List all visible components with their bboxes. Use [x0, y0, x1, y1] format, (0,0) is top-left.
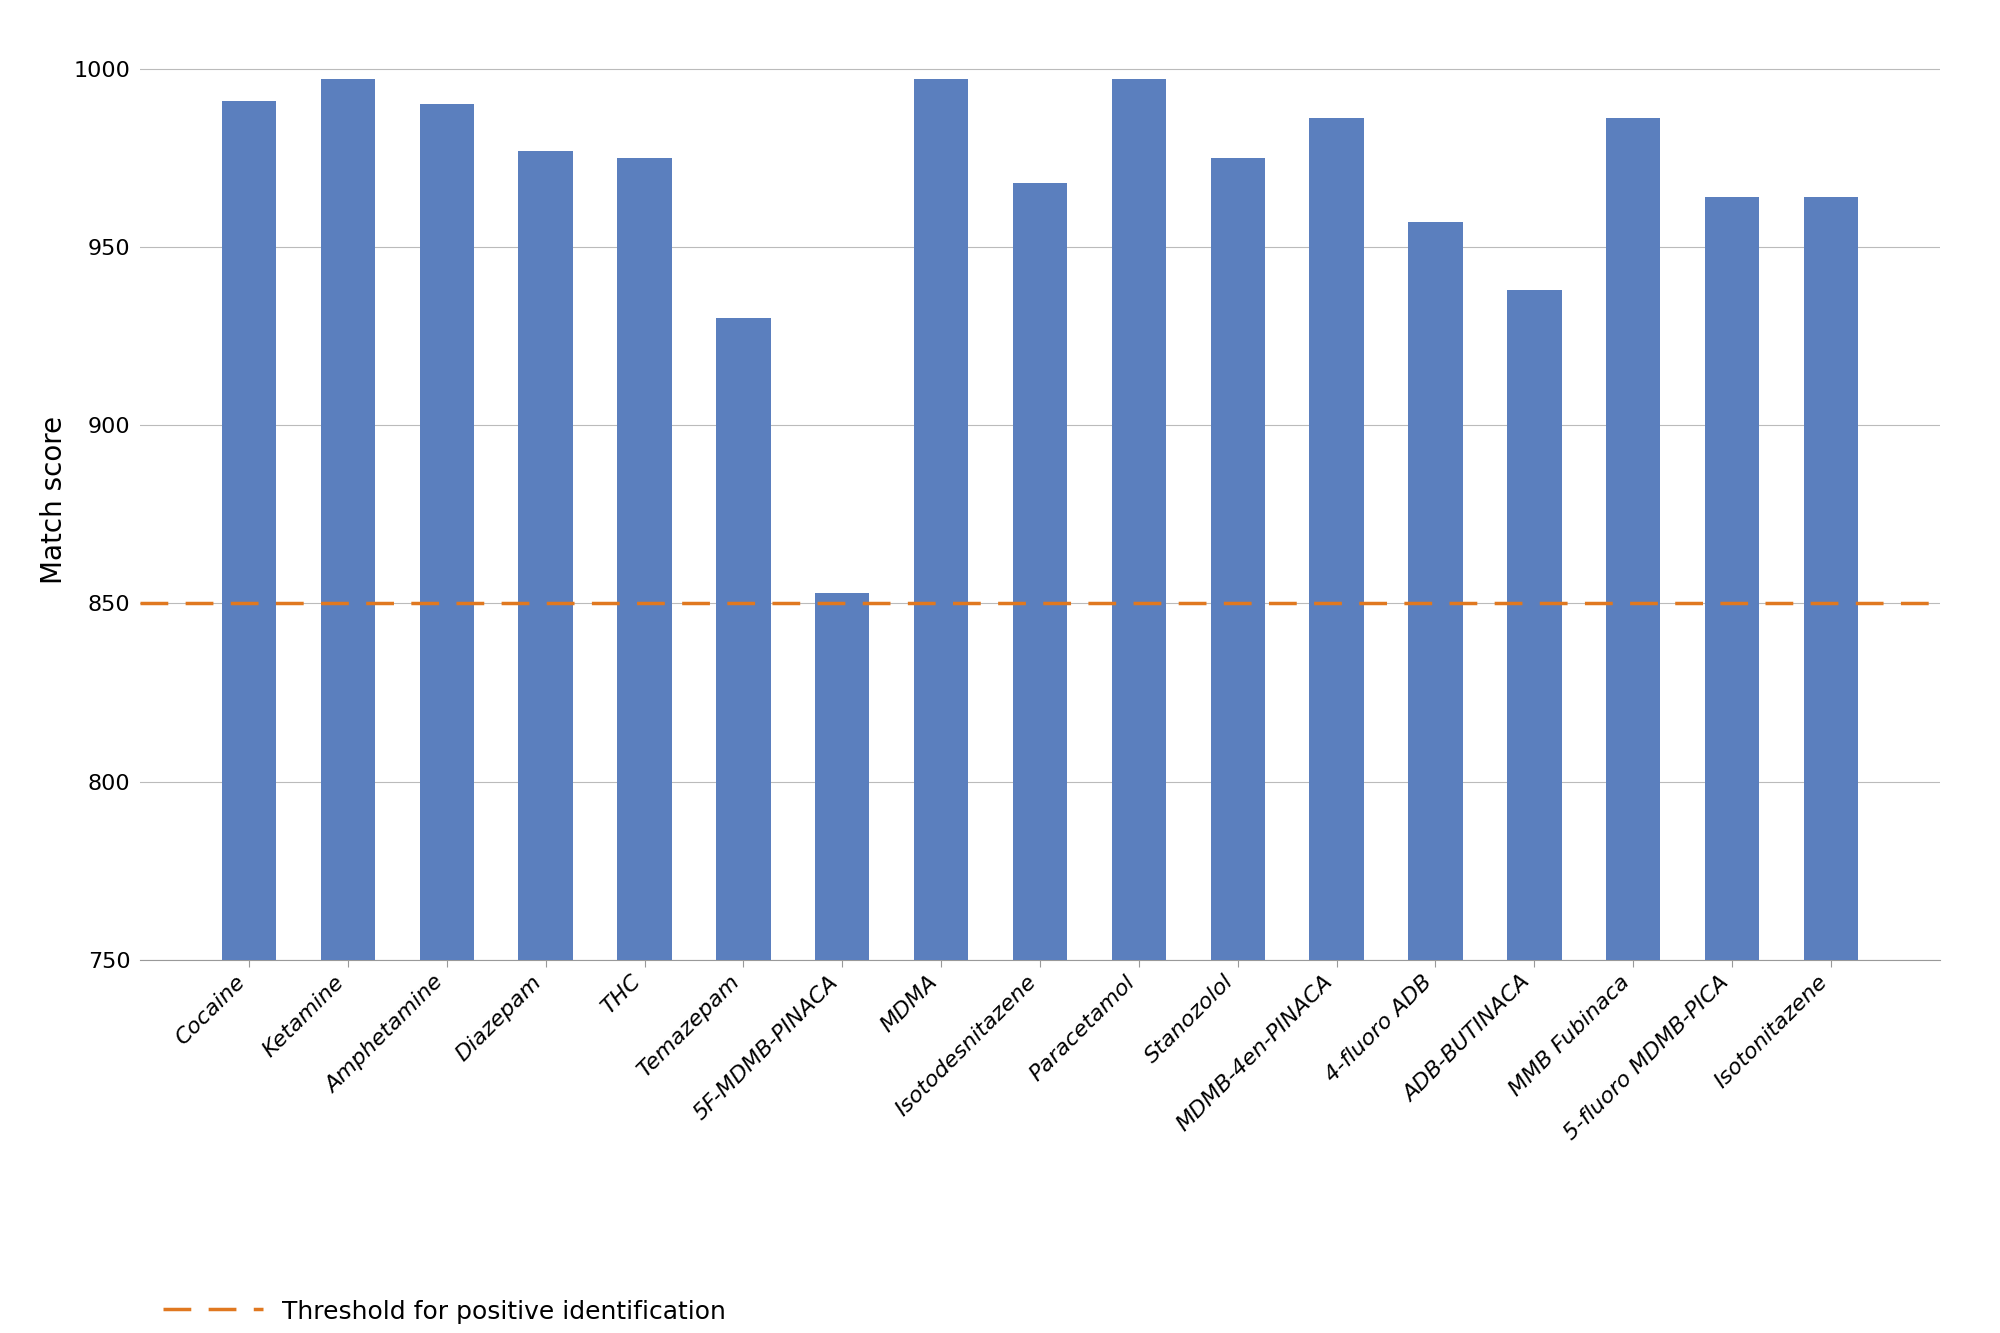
Bar — [1112, 79, 1166, 960]
Bar — [1210, 157, 1264, 960]
Bar — [1704, 197, 1760, 960]
Bar — [1508, 289, 1562, 960]
Bar — [1310, 119, 1364, 960]
Y-axis label: Match score: Match score — [40, 416, 68, 584]
Bar — [320, 79, 376, 960]
Bar — [222, 100, 276, 960]
Bar — [1012, 183, 1068, 960]
Bar — [1804, 197, 1858, 960]
Bar — [1606, 119, 1660, 960]
Bar — [1408, 221, 1462, 960]
Legend: Threshold for positive identification: Threshold for positive identification — [152, 1289, 736, 1333]
Bar — [420, 104, 474, 960]
Bar — [518, 151, 572, 960]
Bar — [816, 593, 870, 960]
Bar — [618, 157, 672, 960]
Bar — [716, 319, 770, 960]
Bar — [914, 79, 968, 960]
